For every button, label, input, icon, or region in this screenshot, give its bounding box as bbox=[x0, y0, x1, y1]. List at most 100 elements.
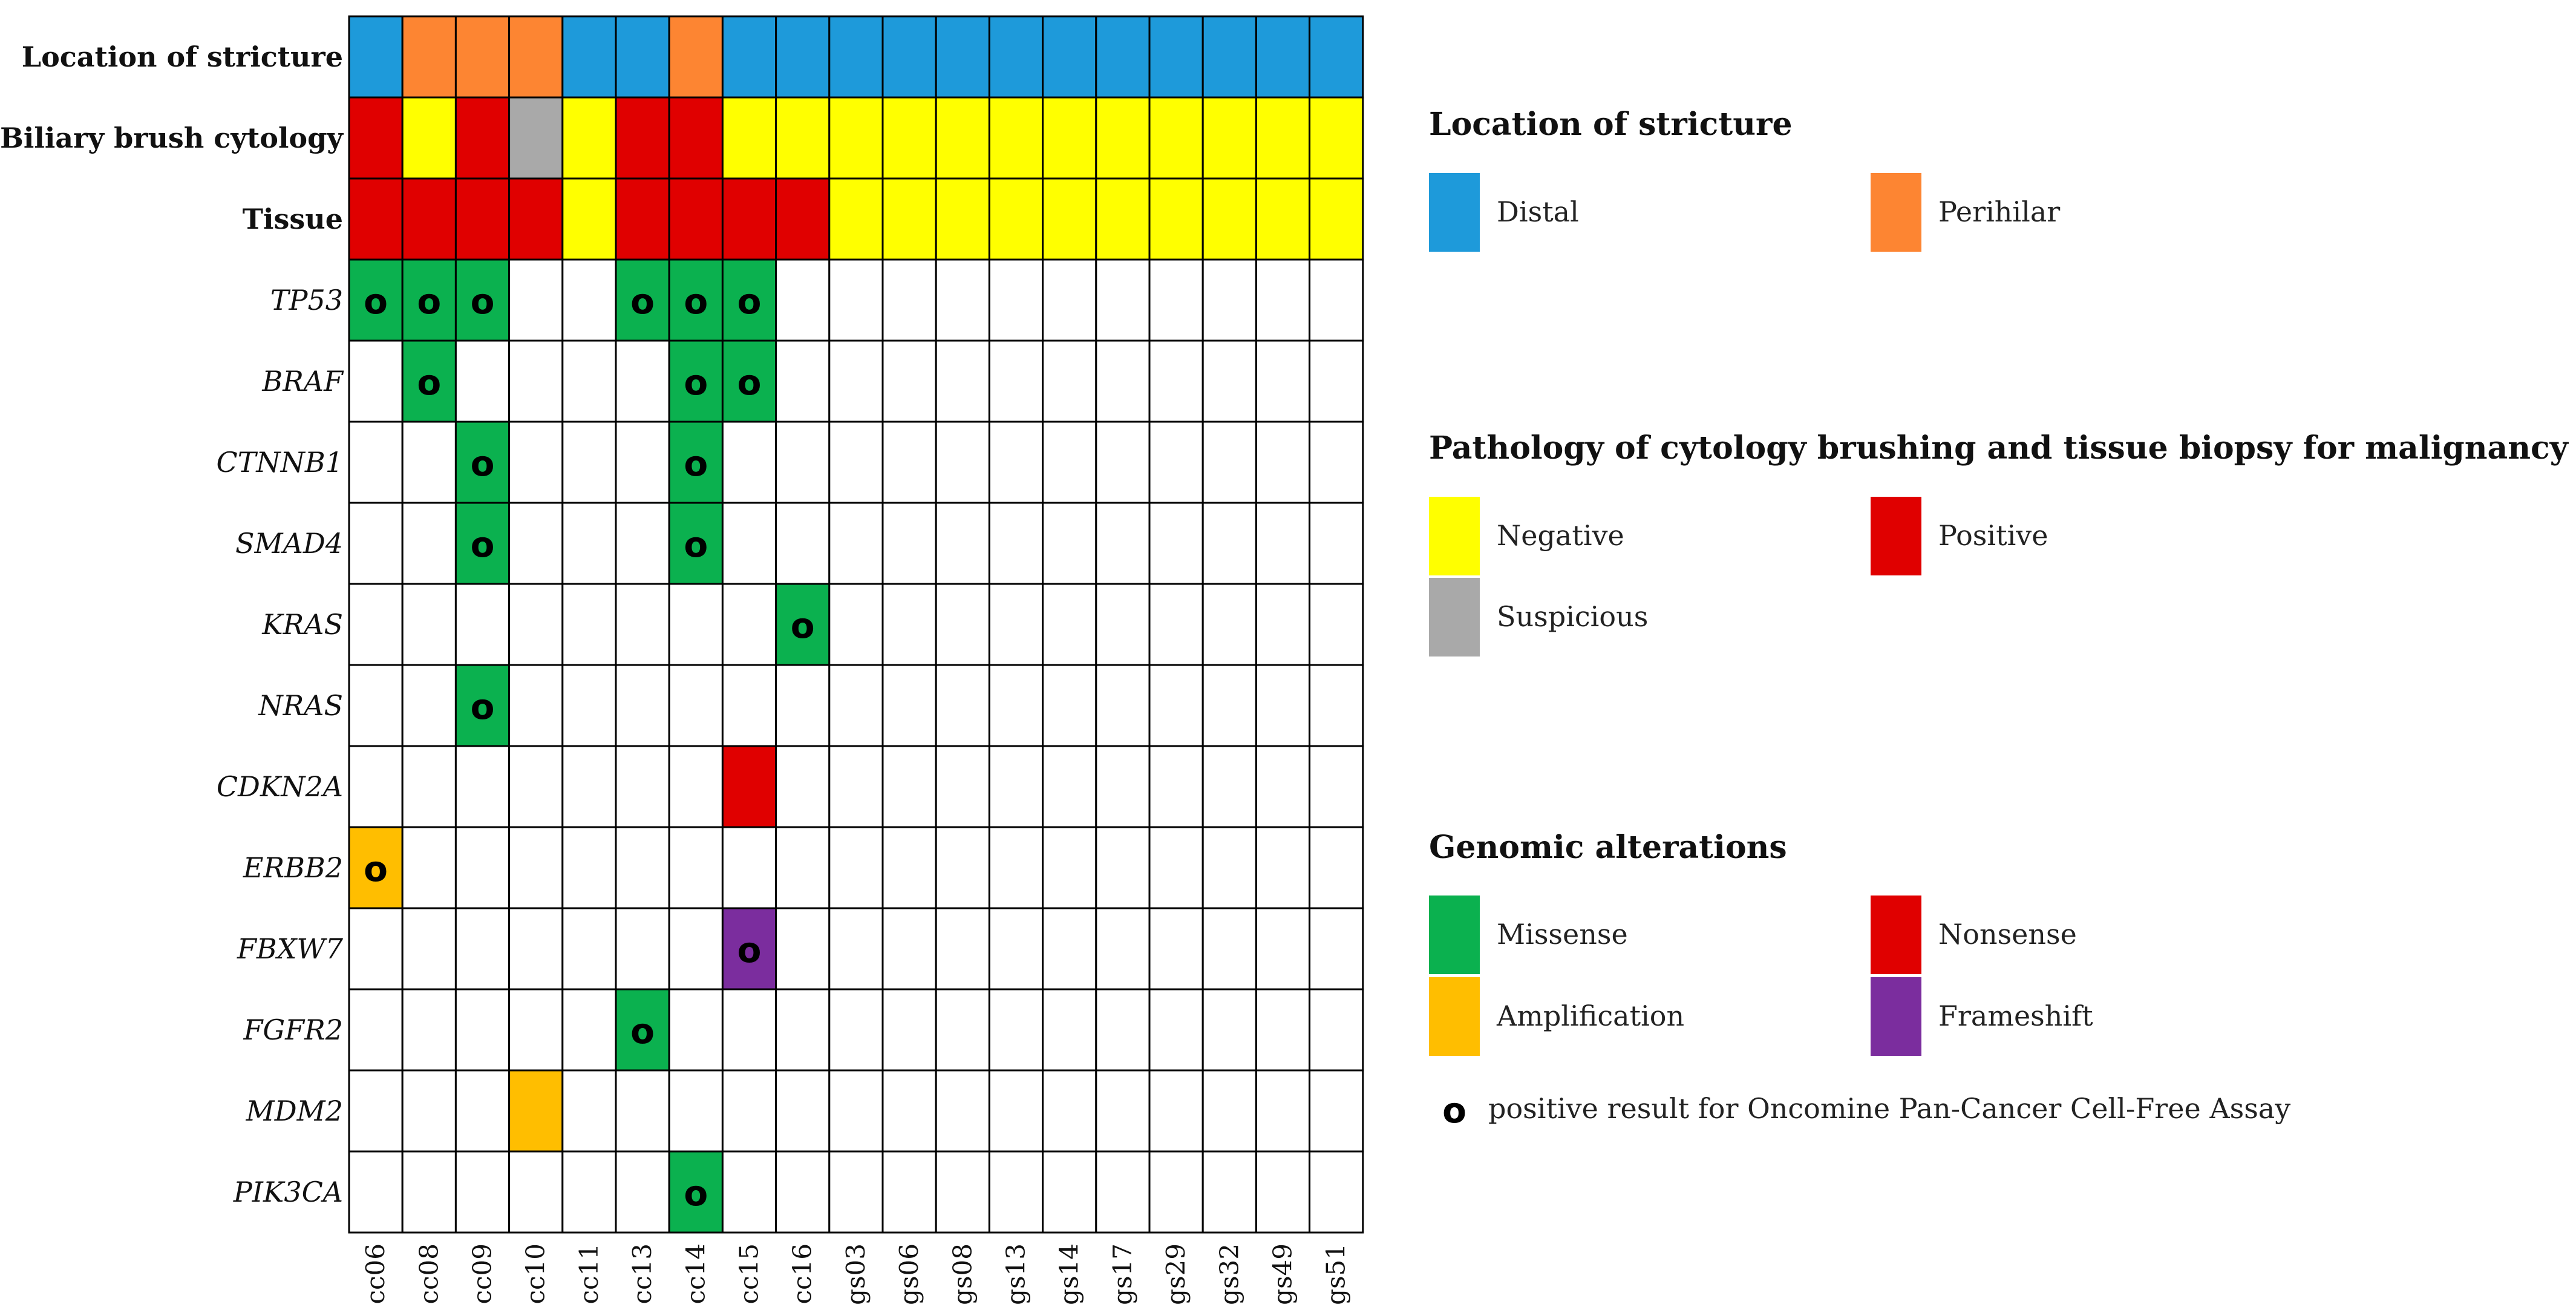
row-label-biliary-brush-cytology: Biliary brush cytology bbox=[0, 122, 344, 154]
cell-cdkn2a-gs06-empty bbox=[881, 745, 937, 828]
cell-location-of-stricture-cc09-perihilar bbox=[454, 15, 511, 99]
cell-braf-gs13-empty bbox=[988, 339, 1044, 423]
cell-fbxw7-gs49-empty bbox=[1255, 907, 1311, 990]
cell-nras-gs06-empty bbox=[881, 664, 937, 747]
cell-mdm2-gs03-empty bbox=[828, 1069, 884, 1153]
cell-pik3ca-gs06-empty bbox=[881, 1150, 937, 1234]
cell-braf-cc09-empty bbox=[454, 339, 511, 423]
cfdna-marker: o bbox=[630, 281, 655, 322]
cell-cdkn2a-gs49-empty bbox=[1255, 745, 1311, 828]
cell-location-of-stricture-gs14-distal bbox=[1042, 15, 1097, 99]
cell-biliary-brush-cytology-cc14-positive bbox=[668, 96, 724, 180]
cell-cdkn2a-cc09-empty bbox=[454, 745, 511, 828]
row-label-braf: BRAF bbox=[261, 365, 344, 398]
cell-mdm2-gs29-empty bbox=[1148, 1069, 1204, 1153]
cell-fgfr2-gs13-empty bbox=[988, 988, 1044, 1072]
cell-fgfr2-gs08-empty bbox=[935, 988, 990, 1072]
cfdna-marker: o bbox=[471, 443, 495, 484]
cell-biliary-brush-cytology-cc13-positive bbox=[615, 96, 670, 180]
cell-mdm2-cc16-empty bbox=[775, 1069, 831, 1153]
cell-kras-gs08-empty bbox=[935, 583, 990, 666]
cell-tp53-gs08-empty bbox=[935, 258, 990, 342]
cell-fbxw7-gs03-empty bbox=[828, 907, 884, 990]
cell-nras-cc11-empty bbox=[561, 664, 617, 747]
cell-fbxw7-cc08-empty bbox=[401, 907, 457, 990]
cell-fgfr2-gs51-empty bbox=[1309, 988, 1364, 1072]
cell-fbxw7-cc06-empty bbox=[348, 907, 404, 990]
cell-fbxw7-cc11-empty bbox=[561, 907, 617, 990]
cell-mdm2-gs06-empty bbox=[881, 1069, 937, 1153]
cell-ctnnb1-gs17-empty bbox=[1095, 421, 1151, 504]
cell-fbxw7-gs06-empty bbox=[881, 907, 937, 990]
cell-location-of-stricture-gs06-distal bbox=[881, 15, 937, 99]
cell-fbxw7-gs17-empty bbox=[1095, 907, 1151, 990]
column-label-cc06: cc06 bbox=[361, 1243, 390, 1305]
cell-braf-gs06-empty bbox=[881, 339, 937, 423]
cell-erbb2-cc09-empty bbox=[454, 826, 511, 909]
cell-erbb2-cc08-empty bbox=[401, 826, 457, 909]
cell-cdkn2a-gs08-empty bbox=[935, 745, 990, 828]
column-label-gs08: gs08 bbox=[947, 1243, 977, 1305]
cell-tp53-gs51-empty bbox=[1309, 258, 1364, 342]
legend-label-distal: Distal bbox=[1497, 195, 1579, 228]
cell-tissue-gs49-negative bbox=[1255, 177, 1311, 261]
cell-tp53-cc06-missense bbox=[348, 258, 404, 342]
cell-kras-cc10-empty bbox=[508, 583, 564, 666]
cell-nras-gs08-empty bbox=[935, 664, 990, 747]
cell-kras-cc14-empty bbox=[668, 583, 724, 666]
column-label-gs29: gs29 bbox=[1161, 1243, 1191, 1305]
cell-fgfr2-cc14-empty bbox=[668, 988, 724, 1072]
cell-erbb2-cc06-amplification bbox=[348, 826, 404, 909]
cell-cdkn2a-cc11-empty bbox=[561, 745, 617, 828]
cell-fgfr2-cc06-empty bbox=[348, 988, 404, 1072]
cell-biliary-brush-cytology-cc08-negative bbox=[401, 96, 457, 180]
cell-braf-cc11-empty bbox=[561, 339, 617, 423]
column-label-cc14: cc14 bbox=[681, 1243, 710, 1305]
cell-biliary-brush-cytology-gs29-negative bbox=[1148, 96, 1204, 180]
cell-biliary-brush-cytology-gs06-negative bbox=[881, 96, 937, 180]
cell-tissue-cc16-positive bbox=[775, 177, 831, 261]
cell-smad4-gs13-empty bbox=[988, 502, 1044, 585]
legend-marker-label: positive result for Oncomine Pan-Cancer … bbox=[1488, 1092, 2290, 1125]
cell-mdm2-cc09-empty bbox=[454, 1069, 511, 1153]
cfdna-marker: o bbox=[630, 1010, 655, 1052]
cell-fgfr2-cc09-empty bbox=[454, 988, 511, 1072]
cell-ctnnb1-gs32-empty bbox=[1201, 421, 1257, 504]
cell-location-of-stricture-gs29-distal bbox=[1148, 15, 1204, 99]
legend-swatch-perihilar bbox=[1871, 173, 1921, 252]
cell-smad4-cc10-empty bbox=[508, 502, 564, 585]
cell-erbb2-gs17-empty bbox=[1095, 826, 1151, 909]
cell-cdkn2a-gs32-empty bbox=[1201, 745, 1257, 828]
cell-location-of-stricture-cc14-perihilar bbox=[668, 15, 724, 99]
cell-mdm2-cc06-empty bbox=[348, 1069, 404, 1153]
row-label-ctnnb1: CTNNB1 bbox=[217, 446, 343, 479]
cell-mdm2-cc14-empty bbox=[668, 1069, 724, 1153]
cell-erbb2-gs06-empty bbox=[881, 826, 937, 909]
cell-tp53-gs17-empty bbox=[1095, 258, 1151, 342]
cell-ctnnb1-gs03-empty bbox=[828, 421, 884, 504]
cfdna-marker: o bbox=[684, 281, 708, 322]
cell-biliary-brush-cytology-cc09-positive bbox=[454, 96, 511, 180]
row-label-kras: KRAS bbox=[261, 608, 343, 641]
cell-location-of-stricture-gs51-distal bbox=[1309, 15, 1364, 99]
cell-pik3ca-cc08-empty bbox=[401, 1150, 457, 1234]
cell-kras-cc15-empty bbox=[721, 583, 777, 666]
cell-location-of-stricture-cc13-distal bbox=[615, 15, 670, 99]
cell-fbxw7-gs13-empty bbox=[988, 907, 1044, 990]
cell-nras-gs13-empty bbox=[988, 664, 1044, 747]
cfdna-marker: o bbox=[471, 686, 495, 727]
column-label-cc10: cc10 bbox=[521, 1243, 551, 1305]
cell-nras-gs49-empty bbox=[1255, 664, 1311, 747]
column-label-gs14: gs14 bbox=[1054, 1243, 1084, 1305]
cell-biliary-brush-cytology-cc15-negative bbox=[721, 96, 777, 180]
cell-fgfr2-cc11-empty bbox=[561, 988, 617, 1072]
cell-ctnnb1-cc06-empty bbox=[348, 421, 404, 504]
cell-nras-gs03-empty bbox=[828, 664, 884, 747]
cell-biliary-brush-cytology-cc16-negative bbox=[775, 96, 831, 180]
cell-smad4-gs03-empty bbox=[828, 502, 884, 585]
cell-pik3ca-cc15-empty bbox=[721, 1150, 777, 1234]
legend-title-genomic-alterations: Genomic alterations bbox=[1429, 829, 1787, 866]
cell-tissue-cc13-positive bbox=[615, 177, 670, 261]
cfdna-marker: o bbox=[684, 362, 708, 403]
cell-smad4-cc08-empty bbox=[401, 502, 457, 585]
